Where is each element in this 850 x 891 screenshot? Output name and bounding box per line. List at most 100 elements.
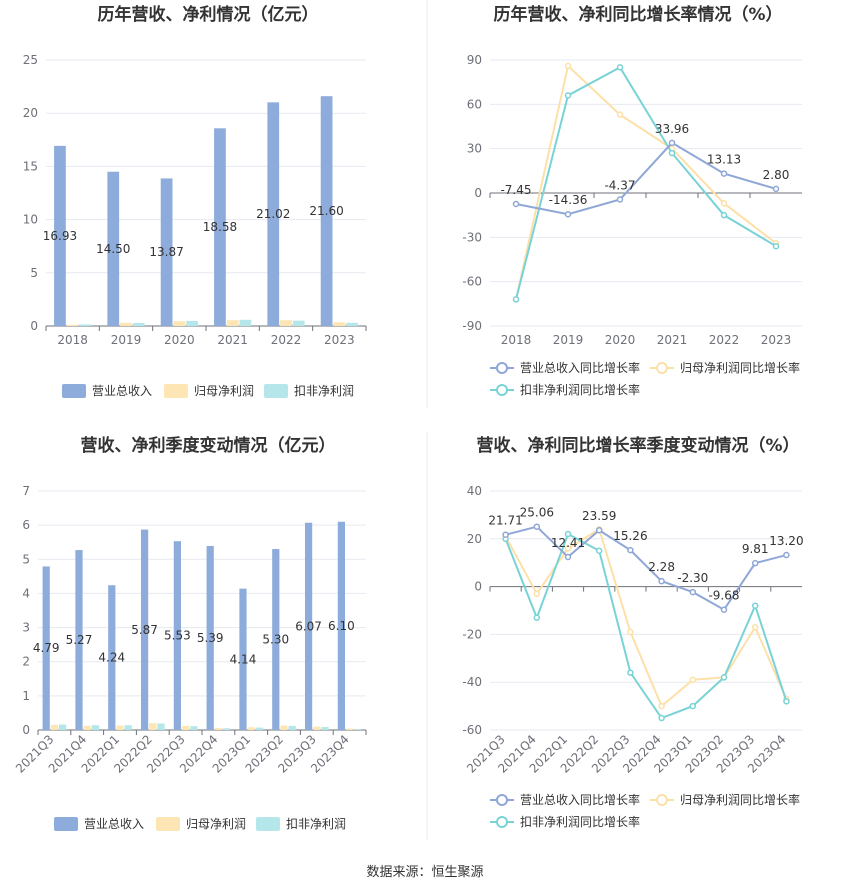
- legend-swatch[interactable]: [156, 817, 180, 831]
- data-point[interactable]: [627, 546, 634, 554]
- data-point[interactable]: [512, 296, 520, 303]
- legend-swatch[interactable]: [256, 817, 280, 831]
- data-point[interactable]: [783, 698, 790, 705]
- series-line-归母净利润同比增长率[interactable]: [515, 63, 777, 300]
- bar-归母净利润-2021Q4[interactable]: [83, 725, 91, 730]
- data-point[interactable]: [564, 210, 572, 218]
- legend-label[interactable]: 归母净利润同比增长率: [680, 792, 800, 807]
- legend-marker[interactable]: [496, 384, 508, 396]
- data-point[interactable]: [751, 559, 759, 567]
- series-line-营业总收入同比增长率[interactable]: [505, 525, 787, 612]
- data-point[interactable]: [595, 547, 603, 554]
- legend-marker[interactable]: [496, 794, 508, 806]
- bar-营业总收入-2019[interactable]: [107, 171, 120, 326]
- legend-label[interactable]: 归母净利润同比增长率: [680, 360, 800, 375]
- data-point[interactable]: [564, 92, 572, 99]
- bar-扣非净利润-2022Q1[interactable]: [124, 725, 132, 730]
- legend-label[interactable]: 营业总收入同比增长率: [520, 792, 640, 807]
- bar-营业总收入-2022Q1[interactable]: [108, 585, 116, 730]
- legend-swatch[interactable]: [264, 384, 288, 398]
- bar-扣非净利润-2018[interactable]: [79, 324, 92, 326]
- bar-扣非净利润-2023Q1[interactable]: [255, 727, 264, 730]
- data-point[interactable]: [658, 577, 665, 585]
- bar-营业总收入-2023Q4[interactable]: [337, 521, 345, 730]
- data-point[interactable]: [564, 545, 572, 552]
- bar-营业总收入-2022[interactable]: [267, 102, 280, 326]
- legend-marker[interactable]: [656, 794, 668, 806]
- bar-营业总收入-2023Q3[interactable]: [304, 522, 313, 730]
- series-line-营业总收入同比增长率[interactable]: [515, 141, 777, 216]
- data-point[interactable]: [668, 139, 676, 147]
- data-point[interactable]: [533, 523, 541, 530]
- bar-归母净利润-2020[interactable]: [173, 321, 186, 326]
- legend-swatch[interactable]: [54, 817, 78, 831]
- data-point[interactable]: [689, 588, 697, 596]
- data-point[interactable]: [751, 623, 759, 631]
- bar-扣非净利润-2019[interactable]: [132, 323, 145, 326]
- data-point[interactable]: [720, 200, 728, 207]
- bar-归母净利润-2023Q4[interactable]: [345, 728, 354, 730]
- data-point[interactable]: [772, 242, 780, 250]
- bar-归母净利润-2022Q1[interactable]: [116, 725, 124, 730]
- data-point[interactable]: [564, 530, 572, 538]
- bar-扣非净利润-2023[interactable]: [346, 322, 358, 326]
- bar-归母净利润-2021[interactable]: [226, 320, 239, 326]
- legend-label[interactable]: 扣非净利润: [294, 384, 354, 398]
- bar-扣非净利润-2021Q3[interactable]: [59, 724, 67, 730]
- series-line-归母净利润同比增长率[interactable]: [504, 527, 788, 708]
- bar-营业总收入-2022Q2[interactable]: [140, 529, 149, 730]
- legend-label[interactable]: 营业总收入: [84, 817, 144, 831]
- bar-扣非净利润-2022Q2[interactable]: [157, 723, 165, 730]
- bar-归母净利润-2018[interactable]: [66, 324, 79, 326]
- bar-归母净利润-2023Q3[interactable]: [313, 726, 321, 730]
- data-point[interactable]: [668, 149, 676, 157]
- data-point[interactable]: [772, 185, 780, 193]
- data-point[interactable]: [533, 614, 541, 621]
- data-point[interactable]: [658, 714, 665, 722]
- data-point[interactable]: [720, 170, 728, 177]
- bar-归母净利润-2022[interactable]: [280, 320, 292, 326]
- bar-归母净利润-2022Q2[interactable]: [149, 723, 157, 730]
- data-point[interactable]: [564, 62, 572, 70]
- legend-label[interactable]: 营业总收入: [92, 384, 152, 398]
- bar-营业总收入-2023[interactable]: [320, 96, 333, 327]
- bar-归母净利润-2022Q4[interactable]: [214, 727, 223, 730]
- legend-marker[interactable]: [496, 816, 508, 828]
- bar-扣非净利润-2021[interactable]: [239, 319, 252, 326]
- data-point[interactable]: [533, 590, 541, 598]
- legend-label[interactable]: 扣非净利润: [286, 817, 346, 831]
- series-line-扣非净利润同比增长率[interactable]: [515, 66, 777, 300]
- bar-扣非净利润-2023Q3[interactable]: [321, 726, 329, 730]
- data-point[interactable]: [783, 551, 790, 559]
- legend-label[interactable]: 归母净利润: [186, 817, 246, 831]
- legend-swatch[interactable]: [164, 384, 188, 398]
- bar-扣非净利润-2023Q4[interactable]: [354, 728, 362, 730]
- data-point[interactable]: [595, 526, 603, 534]
- legend-label[interactable]: 营业总收入同比增长率: [520, 360, 640, 375]
- data-point[interactable]: [720, 211, 728, 219]
- bar-归母净利润-2023[interactable]: [333, 322, 346, 326]
- data-point[interactable]: [616, 196, 624, 203]
- data-point[interactable]: [616, 64, 624, 71]
- bar-营业总收入-2021Q3[interactable]: [42, 566, 50, 730]
- data-point[interactable]: [720, 674, 728, 681]
- bar-扣非净利润-2022[interactable]: [292, 320, 305, 326]
- bar-营业总收入-2023Q2[interactable]: [272, 549, 280, 730]
- bar-归母净利润-2023Q1[interactable]: [247, 727, 255, 730]
- bar-扣非净利润-2022Q4[interactable]: [223, 728, 231, 730]
- legend-swatch[interactable]: [62, 384, 86, 398]
- bar-营业总收入-2022Q3[interactable]: [173, 541, 181, 730]
- bar-归母净利润-2023Q2[interactable]: [280, 725, 288, 730]
- legend-label[interactable]: 归母净利润: [194, 384, 254, 398]
- bar-归母净利润-2019[interactable]: [120, 322, 132, 326]
- bar-扣非净利润-2021Q4[interactable]: [91, 725, 100, 730]
- data-point[interactable]: [564, 553, 572, 561]
- data-point[interactable]: [689, 676, 697, 684]
- bar-营业总收入-2022Q4[interactable]: [206, 545, 214, 730]
- legend-label[interactable]: 扣非净利润同比增长率: [520, 814, 640, 829]
- legend-marker[interactable]: [656, 362, 668, 374]
- bar-扣非净利润-2022Q3[interactable]: [190, 726, 198, 730]
- legend-label[interactable]: 扣非净利润同比增长率: [520, 382, 640, 397]
- bar-归母净利润-2022Q3[interactable]: [181, 725, 190, 730]
- data-point[interactable]: [627, 628, 634, 636]
